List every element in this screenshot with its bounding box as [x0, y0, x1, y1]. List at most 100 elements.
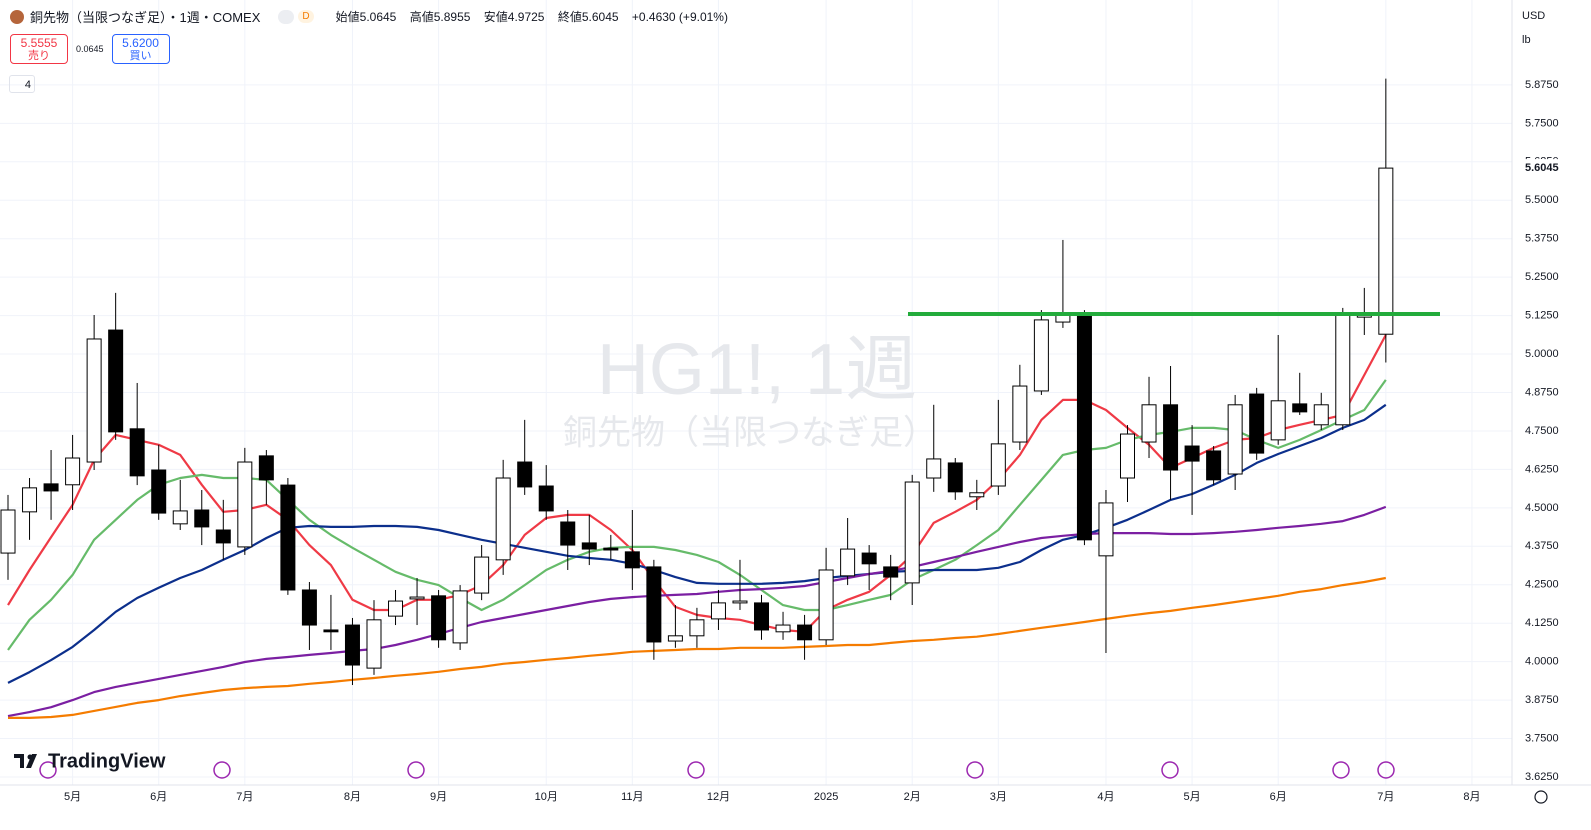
legend-value: 5.0645	[359, 10, 397, 24]
y-tick-label: 4.2500	[1525, 579, 1559, 591]
indicator-toggle[interactable]: 4	[9, 75, 35, 93]
plot	[0, 78, 1440, 719]
y-tick-label: 3.8750	[1525, 694, 1559, 706]
x-tick-label: 9月	[430, 791, 447, 803]
candle-body	[926, 458, 942, 479]
candle-body	[1292, 403, 1308, 413]
sell-button[interactable]: 5.5555 売り	[10, 34, 68, 64]
currency[interactable]: USD	[1522, 10, 1546, 22]
sell-label: 売り	[28, 50, 50, 62]
x-tick-label: 10月	[535, 791, 558, 803]
candle-body	[1206, 450, 1222, 481]
candle-body	[581, 542, 597, 550]
y-tick-label: 5.5000	[1525, 194, 1559, 206]
candle-body	[710, 602, 726, 620]
candle-body	[861, 552, 877, 565]
candle-body	[0, 509, 16, 554]
x-tick-label: 7月	[236, 791, 253, 803]
candle-body	[538, 485, 554, 512]
symbol-title: 銅先物（当限つなぎ足）・1週・COMEX	[30, 10, 261, 25]
x-tick-label: 3月	[990, 791, 1007, 803]
candle-body	[667, 635, 683, 642]
candle-body	[603, 547, 619, 551]
candle-body	[366, 619, 382, 669]
candle-body	[1076, 313, 1092, 541]
candle-body	[108, 329, 124, 433]
candle-body	[172, 510, 188, 525]
candle-body	[22, 487, 38, 513]
y-tick-label: 4.6250	[1525, 463, 1559, 475]
x-tick-label: 4月	[1097, 791, 1114, 803]
candle-body	[388, 600, 404, 617]
y-tick-label: 5.2500	[1525, 271, 1559, 283]
y-tick-label: 4.5000	[1525, 502, 1559, 514]
candle-body	[1335, 314, 1351, 426]
candle-body	[1163, 404, 1179, 471]
x-tick-label: 5月	[1184, 791, 1201, 803]
candle-body	[409, 596, 425, 600]
axes: 3.6250 3.7500 3.8750 4.0000 4.1250 4.2500 4.37…	[64, 79, 1563, 803]
moving-average	[7, 403, 1387, 684]
x-tick-label: 6月	[1270, 791, 1287, 803]
candle-body	[517, 461, 533, 488]
settings-icon[interactable]	[1534, 790, 1548, 804]
x-tick-label: 11月	[621, 791, 643, 803]
candle-body	[990, 443, 1006, 487]
candle-body	[151, 469, 167, 514]
candle-body	[431, 595, 447, 641]
candle-body	[646, 566, 662, 643]
candle-body	[258, 455, 274, 481]
y-tick-label: 5.3750	[1525, 233, 1559, 245]
x-tick-label: 2025	[814, 791, 838, 803]
legend-value: 5.8955	[433, 10, 471, 24]
candle-body	[301, 589, 317, 626]
y-tick-label: 4.1250	[1525, 617, 1559, 629]
legend-label: 安値	[483, 10, 508, 24]
y-tick-label: 5.7500	[1525, 117, 1559, 129]
y-tick-label: 5.0000	[1525, 348, 1559, 360]
candle-body	[624, 551, 640, 569]
legend-label: 終値	[557, 10, 582, 24]
candle-body	[65, 457, 81, 486]
watermark: HG1!, 1週	[597, 330, 917, 410]
candle-body	[775, 624, 791, 633]
y-tick-label: 4.3750	[1525, 540, 1559, 552]
spread: 0.0645	[76, 44, 104, 54]
buy-label: 買い	[129, 50, 152, 62]
buy-button[interactable]: 5.6200 買い	[111, 34, 170, 64]
candle-body	[1227, 404, 1243, 475]
candle-body	[1119, 433, 1135, 479]
price-axis	[1512, 0, 1591, 830]
candle-body	[474, 556, 490, 594]
x-tick-label: 12月	[707, 791, 730, 803]
candle-body	[86, 338, 102, 463]
interval-badge: D	[298, 10, 314, 23]
candle-body	[280, 484, 296, 591]
brand: TradingView	[48, 750, 166, 772]
y-tick-label: 4.8750	[1525, 386, 1559, 398]
candle-body	[495, 477, 511, 561]
x-tick-label: 8月	[1463, 791, 1480, 803]
candle-body	[344, 624, 360, 666]
status-badge	[278, 9, 295, 24]
x-tick-label: 8月	[344, 791, 361, 803]
candle-body	[754, 602, 770, 631]
moving-average	[7, 505, 1387, 718]
candle-body	[1141, 404, 1157, 443]
last-price-box	[1513, 159, 1563, 178]
ohlc-legend: 始値5.0645 高値5.8955 安値4.9725 終値5.6045 +0.4…	[336, 8, 733, 25]
candle-body	[797, 624, 813, 641]
unit[interactable]: lb	[1522, 34, 1531, 46]
candle-body	[1098, 502, 1114, 557]
legend-value: 5.6045	[581, 10, 619, 24]
legend-value: 4.9725	[507, 10, 545, 24]
candle-body	[1313, 404, 1329, 426]
candle-body	[1184, 445, 1200, 462]
legend-change: +0.4630 (+9.01%)	[631, 10, 728, 24]
candle-body	[947, 462, 963, 493]
candle-body	[560, 521, 576, 546]
candle-body	[969, 492, 985, 498]
sell-price: 5.5555	[20, 36, 58, 50]
x-tick-label: 7月	[1377, 791, 1394, 803]
